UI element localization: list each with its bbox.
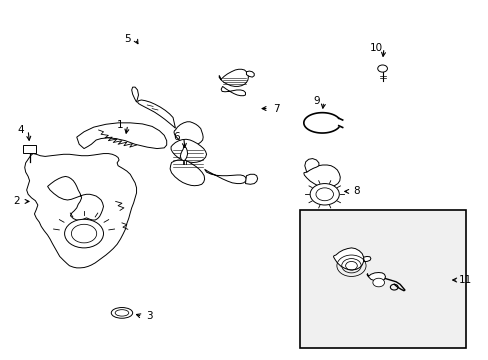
Polygon shape: [363, 256, 370, 261]
Polygon shape: [245, 174, 257, 184]
Polygon shape: [137, 100, 175, 128]
Bar: [23, 145, 36, 153]
Polygon shape: [219, 69, 248, 86]
Text: 10: 10: [369, 43, 383, 53]
Polygon shape: [77, 123, 166, 149]
Polygon shape: [180, 146, 187, 161]
Polygon shape: [366, 273, 385, 281]
Polygon shape: [174, 122, 203, 145]
Circle shape: [64, 219, 103, 248]
Text: 1: 1: [117, 120, 123, 130]
Text: 4: 4: [18, 125, 24, 135]
Polygon shape: [204, 169, 246, 184]
Polygon shape: [333, 248, 363, 270]
Text: 6: 6: [173, 132, 180, 142]
Circle shape: [309, 184, 339, 205]
Circle shape: [372, 278, 384, 287]
Polygon shape: [25, 154, 136, 268]
Ellipse shape: [111, 307, 132, 318]
Text: 2: 2: [14, 197, 20, 206]
Text: 9: 9: [312, 96, 319, 107]
Text: 3: 3: [146, 311, 153, 321]
Polygon shape: [170, 160, 204, 186]
Polygon shape: [171, 139, 206, 162]
Polygon shape: [131, 87, 138, 102]
Bar: [300, 210, 465, 348]
Polygon shape: [221, 86, 245, 96]
Polygon shape: [304, 158, 318, 172]
Text: 8: 8: [352, 186, 359, 197]
Polygon shape: [246, 71, 254, 77]
Text: 5: 5: [124, 34, 131, 44]
Polygon shape: [47, 176, 103, 220]
Polygon shape: [303, 165, 340, 187]
Text: 7: 7: [272, 104, 279, 113]
Text: 11: 11: [458, 275, 471, 285]
Circle shape: [377, 65, 386, 72]
Circle shape: [71, 224, 97, 243]
Ellipse shape: [115, 310, 128, 316]
